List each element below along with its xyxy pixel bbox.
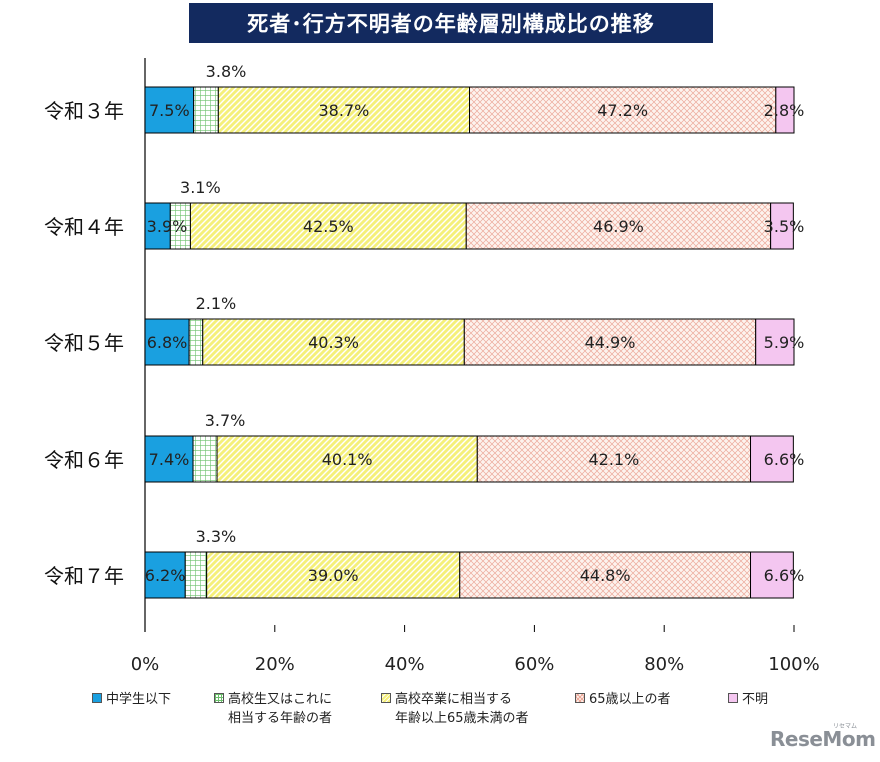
data-label: 39.0% — [308, 566, 359, 585]
legend-swatch — [92, 693, 102, 703]
data-label: 47.2% — [597, 101, 648, 120]
legend-swatch — [575, 693, 585, 703]
data-label: 42.5% — [303, 217, 354, 236]
legend-label: 中学生以下 — [106, 692, 172, 707]
data-label: 2.8% — [764, 101, 805, 120]
legend-label: 不明 — [742, 692, 769, 707]
x-tick-label: 80% — [644, 654, 684, 675]
data-label: 38.7% — [319, 101, 370, 120]
legend-swatch — [728, 693, 738, 703]
category-label: 令和６年 — [44, 448, 124, 472]
resemom-logo-sub: リセマム — [833, 723, 858, 730]
bar-segment — [144, 551, 186, 599]
data-label: 44.8% — [580, 566, 631, 585]
legend-item: 中学生以下 — [92, 690, 171, 709]
data-label: 3.7% — [205, 411, 246, 430]
bar-segment — [750, 435, 794, 483]
legend-item: 65歳以上の者 — [575, 690, 671, 709]
category-label: 令和３年 — [44, 99, 124, 123]
bar-segment — [144, 318, 190, 366]
legend-label: 65歳以上の者 — [589, 692, 671, 707]
data-label: 7.4% — [149, 450, 190, 469]
legend-item: 高校卒業に相当する 年齢以上65歳未満の者 — [381, 690, 529, 728]
bar-segment — [217, 86, 470, 134]
data-label: 42.1% — [588, 450, 639, 469]
data-label: 46.9% — [593, 217, 644, 236]
data-label: 5.9% — [764, 333, 805, 352]
x-tick-label: 0% — [131, 654, 160, 675]
category-label: 令和７年 — [44, 564, 124, 588]
data-label: 40.3% — [308, 333, 359, 352]
bar-segment — [188, 318, 204, 366]
bar-segment — [770, 202, 794, 250]
x-tick-label: 40% — [385, 654, 425, 675]
bar-segment — [465, 202, 772, 250]
category-label: 令和５年 — [44, 331, 124, 355]
legend-label: 高校生又はこれに 相当する年齢の者 — [228, 692, 333, 726]
legend-swatch — [381, 693, 391, 703]
bar-segment — [469, 86, 777, 134]
data-label: 44.9% — [585, 333, 636, 352]
data-label: 40.1% — [322, 450, 373, 469]
bar-segment — [184, 551, 208, 599]
data-label: 6.6% — [764, 566, 805, 585]
data-label: 3.1% — [180, 178, 221, 197]
x-tick-label: 20% — [255, 654, 295, 675]
legend-swatch — [214, 693, 224, 703]
legend-label: 高校卒業に相当する 年齢以上65歳未満の者 — [395, 692, 529, 726]
bar-segment — [189, 202, 467, 250]
data-label: 2.1% — [196, 294, 237, 313]
bar-segment — [216, 435, 478, 483]
bar-segment — [755, 318, 795, 366]
legend-item: 不明 — [728, 690, 768, 709]
legend: 中学生以下 高校生又はこれに 相当する年齢の者 高校卒業に相当する 年齢以上65歳未… — [0, 690, 880, 740]
bar-segment — [193, 86, 219, 134]
data-label: 6.8% — [147, 333, 188, 352]
chart-title: 死者･行方不明者の年齢層別構成比の推移 — [189, 3, 713, 43]
bar-segment — [202, 318, 465, 366]
bar-segment — [206, 551, 461, 599]
x-tick-label: 100% — [768, 654, 819, 675]
category-label: 令和４年 — [44, 215, 124, 239]
data-label: 3.5% — [764, 217, 805, 236]
data-label: 6.6% — [764, 450, 805, 469]
data-label: 3.9% — [147, 217, 188, 236]
legend-item: 高校生又はこれに 相当する年齢の者 — [214, 690, 332, 728]
data-label: 7.5% — [149, 101, 190, 120]
bar-segment — [775, 86, 795, 134]
bar-segment — [192, 435, 218, 483]
x-tick-label: 60% — [514, 654, 554, 675]
data-label: 6.2% — [145, 566, 186, 585]
bar-segment — [750, 551, 794, 599]
resemom-logo: ReseMom — [770, 727, 876, 751]
data-label: 3.3% — [196, 527, 237, 546]
bar-segment — [476, 435, 752, 483]
data-label: 3.8% — [206, 62, 247, 81]
